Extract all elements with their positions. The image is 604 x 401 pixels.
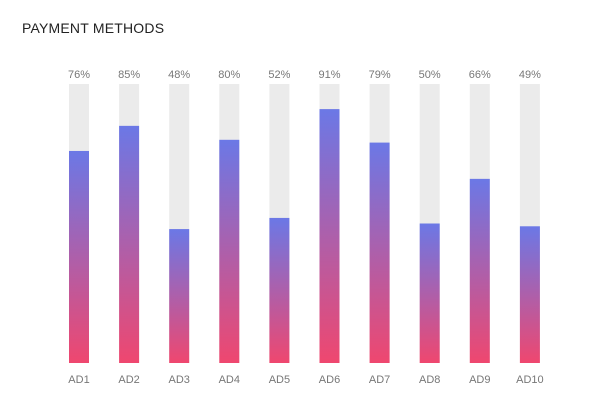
- value-label-ad9: 66%: [469, 69, 491, 81]
- bar-ad4[interactable]: [219, 139, 240, 363]
- bar-ad7[interactable]: [369, 142, 390, 363]
- value-label-ad1: 76%: [68, 69, 90, 81]
- value-label-ad6: 91%: [318, 69, 340, 81]
- value-label-ad10: 49%: [519, 69, 541, 81]
- bar-ad6[interactable]: [319, 109, 340, 363]
- value-label-ad7: 79%: [369, 69, 391, 81]
- chart-title: PAYMENT METHODS: [22, 20, 165, 36]
- category-label-ad9: AD9: [469, 374, 490, 386]
- category-label-ad3: AD3: [168, 374, 189, 386]
- category-label-ad4: AD4: [219, 374, 240, 386]
- category-label-ad7: AD7: [369, 374, 390, 386]
- bar-ad8[interactable]: [419, 223, 440, 364]
- bar-ad2[interactable]: [119, 125, 140, 363]
- category-label-ad2: AD2: [118, 374, 139, 386]
- category-label-ad8: AD8: [419, 374, 440, 386]
- category-label-ad5: AD5: [269, 374, 290, 386]
- bar-ad1[interactable]: [69, 150, 89, 363]
- bar-group: 76% AD1 85% AD2 48% AD3 80% AD4 52% AD5 91% AD6 79% A…: [68, 69, 544, 386]
- category-label-ad10: AD10: [516, 374, 544, 386]
- bar-ad10[interactable]: [519, 226, 540, 363]
- bar-ad5[interactable]: [269, 217, 290, 363]
- value-label-ad3: 48%: [168, 69, 190, 81]
- value-label-ad5: 52%: [268, 69, 290, 81]
- value-label-ad2: 85%: [118, 69, 140, 81]
- bar-ad3[interactable]: [169, 229, 190, 363]
- value-label-ad8: 50%: [419, 69, 441, 81]
- category-label-ad6: AD6: [319, 374, 340, 386]
- value-label-ad4: 80%: [218, 69, 240, 81]
- category-label-ad1: AD1: [68, 374, 89, 386]
- bar-ad9[interactable]: [469, 178, 490, 363]
